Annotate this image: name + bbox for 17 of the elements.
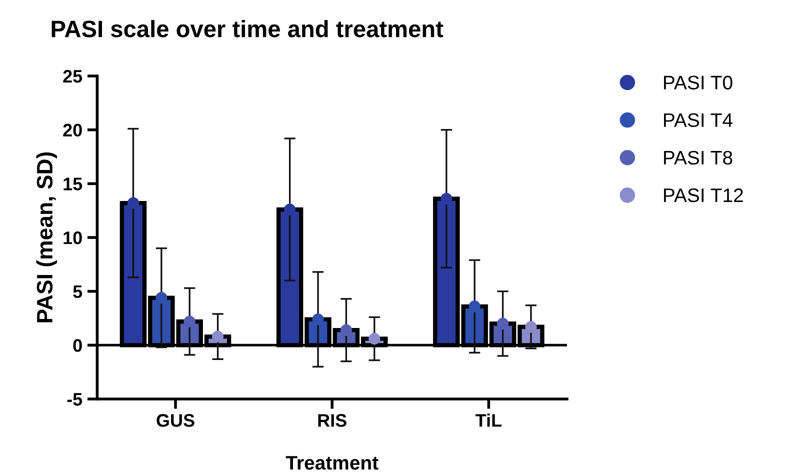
y-tick-label: 25 — [63, 70, 82, 83]
y-tick-label: 15 — [64, 178, 82, 190]
x-tick-label: TiL — [476, 414, 502, 427]
legend-label: PASI T12 — [664, 188, 743, 202]
x-axis-title: Treatment — [286, 456, 378, 470]
y-tick-label: 5 — [73, 285, 82, 298]
legend-label: PASI T8 — [664, 150, 732, 165]
y-tick-label: -5 — [67, 393, 82, 406]
x-tick-label: RIS — [318, 414, 346, 427]
y-tick-label: 20 — [63, 124, 82, 137]
y-axis-title: PASI (mean, SD) — [36, 152, 57, 322]
legend-label: PASI T0 — [664, 76, 732, 90]
chart-title: PASI scale over time and treatment — [52, 20, 444, 38]
x-tick-label: GUS — [156, 414, 194, 427]
y-tick-label: 0 — [73, 339, 82, 352]
y-tick-label: 10 — [64, 231, 82, 244]
legend-label: PASI T4 — [664, 113, 732, 128]
